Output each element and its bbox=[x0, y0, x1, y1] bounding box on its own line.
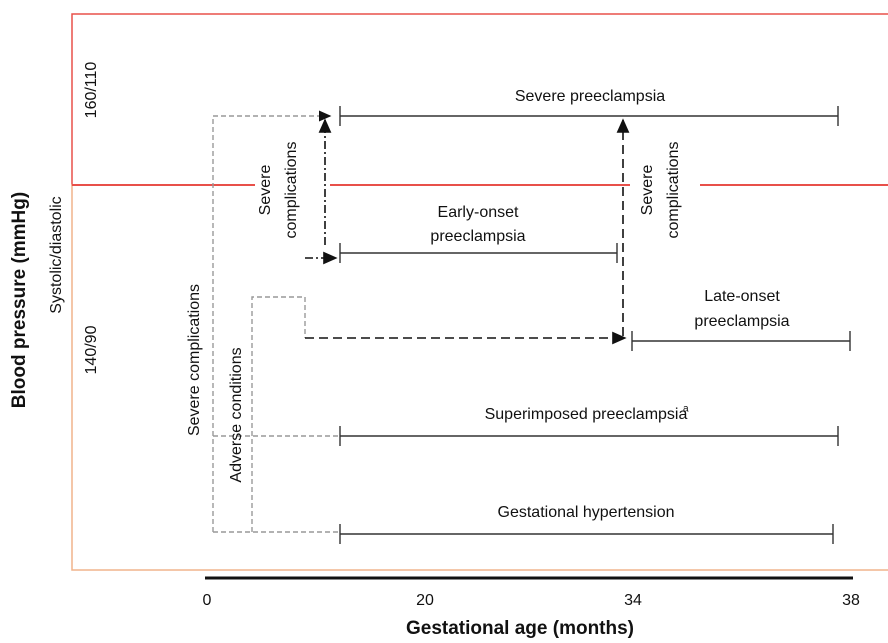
x-axis: 0 20 34 38 Gestational age (months) bbox=[203, 576, 860, 639]
x-tick-label: 20 bbox=[416, 592, 434, 609]
range-bar bbox=[339, 106, 839, 126]
x-axis-label: Gestational age (months) bbox=[406, 618, 634, 639]
path-labels: Severe complications Adverse conditions … bbox=[186, 142, 682, 483]
level-label: 140/90 bbox=[83, 325, 100, 374]
label-gap bbox=[255, 178, 330, 192]
level-label: 160/110 bbox=[83, 62, 100, 119]
path-label: Adverse conditions bbox=[228, 347, 245, 482]
y-axis: Blood pressure (mmHg) Systolic/diastolic… bbox=[9, 62, 100, 409]
x-tick-label: 34 bbox=[624, 592, 642, 609]
path-label: Severe bbox=[639, 165, 656, 216]
path-label: Severe complications bbox=[186, 284, 203, 436]
path-label: complications bbox=[283, 142, 300, 239]
severe-zone bbox=[71, 13, 888, 186]
range-label: Early-onset bbox=[438, 204, 519, 221]
dashed-path bbox=[213, 435, 340, 533]
range-bar bbox=[339, 243, 618, 263]
ranges: Severe preeclampsia Early-onset preeclam… bbox=[339, 88, 851, 544]
x-tick-label: 38 bbox=[842, 592, 860, 609]
y-axis-sublabel: Systolic/diastolic bbox=[48, 196, 65, 313]
range-label: Late-onset bbox=[704, 288, 780, 305]
range-label: Superimposed preeclampsia bbox=[485, 406, 688, 423]
x-tick-label: 0 bbox=[203, 592, 212, 609]
range-label: preeclampsia bbox=[694, 313, 789, 330]
y-axis-label: Blood pressure (mmHg) bbox=[9, 192, 30, 408]
path-label: Severe bbox=[257, 165, 274, 216]
range-bar bbox=[339, 524, 834, 544]
range-label: Gestational hypertension bbox=[498, 504, 675, 521]
range-bar bbox=[339, 426, 839, 446]
path-label: complications bbox=[665, 142, 682, 239]
range-label: Severe preeclampsia bbox=[515, 88, 665, 105]
dashed-path bbox=[212, 110, 332, 532]
zones bbox=[71, 13, 888, 571]
flow-lines bbox=[212, 110, 630, 533]
label-gap bbox=[630, 178, 700, 192]
range-bar bbox=[631, 331, 851, 351]
superscript: a bbox=[683, 404, 689, 415]
range-label: preeclampsia bbox=[430, 228, 525, 245]
dashed-path bbox=[251, 296, 306, 532]
